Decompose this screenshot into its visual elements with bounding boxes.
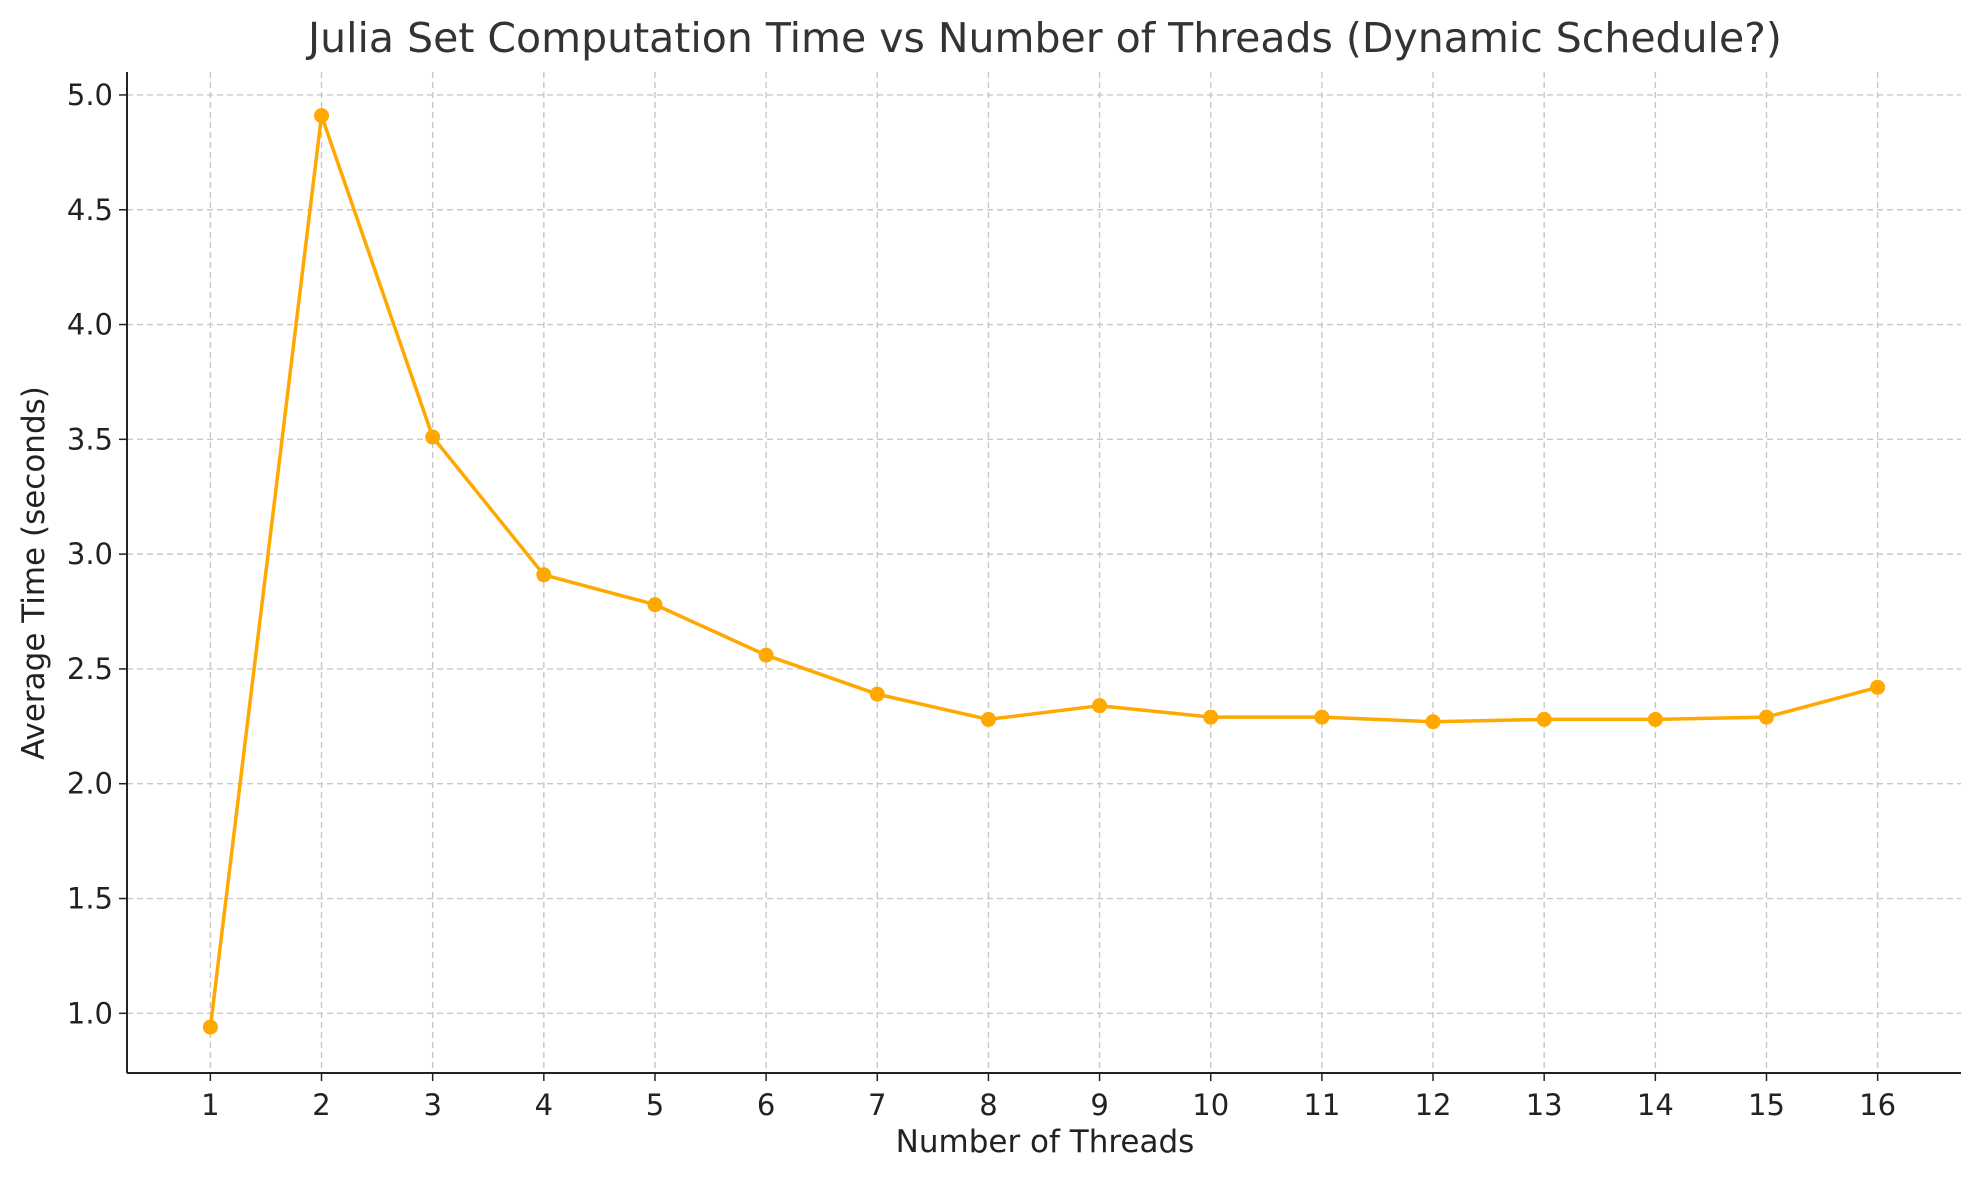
x-tick-label: 6 xyxy=(757,1088,775,1122)
x-tick-label: 7 xyxy=(868,1088,886,1122)
x-tick-label: 11 xyxy=(1303,1088,1340,1122)
y-tick-label: 5.0 xyxy=(67,78,113,112)
axes xyxy=(119,72,1961,1081)
x-tick-label: 10 xyxy=(1192,1088,1229,1122)
x-tick-label: 1 xyxy=(201,1088,219,1122)
data-point xyxy=(980,711,996,727)
data-point xyxy=(536,567,552,583)
data-point xyxy=(202,1019,218,1035)
data-point xyxy=(1758,709,1774,725)
chart-title: Julia Set Computation Time vs Number of … xyxy=(305,14,1782,62)
x-tick-label: 13 xyxy=(1526,1088,1563,1122)
y-tick-label: 1.5 xyxy=(67,882,113,916)
x-tick-label: 5 xyxy=(646,1088,664,1122)
y-tick-label: 4.5 xyxy=(67,193,113,227)
data-point xyxy=(869,686,885,702)
x-tick-label: 4 xyxy=(535,1088,553,1122)
data-point xyxy=(425,429,441,445)
y-tick-label: 2.5 xyxy=(67,652,113,686)
series-group xyxy=(202,108,1886,1035)
data-point xyxy=(758,647,774,663)
y-tick-label: 4.0 xyxy=(67,308,113,342)
series-line xyxy=(208,113,1879,1028)
y-tick-label: 3.0 xyxy=(67,537,113,571)
y-tick-label: 3.5 xyxy=(67,422,113,456)
data-point xyxy=(1314,709,1330,725)
data-point xyxy=(1647,711,1663,727)
x-tick-label: 16 xyxy=(1859,1088,1896,1122)
data-point xyxy=(1092,698,1108,714)
x-tick-label: 8 xyxy=(979,1088,997,1122)
x-tick-label: 15 xyxy=(1748,1088,1785,1122)
data-point xyxy=(1203,709,1219,725)
x-tick-label: 2 xyxy=(312,1088,330,1122)
data-point xyxy=(647,597,663,613)
x-tick-label: 14 xyxy=(1637,1088,1674,1122)
x-tick-label: 3 xyxy=(423,1088,441,1122)
x-axis-label: Number of Threads xyxy=(896,1124,1195,1160)
x-tick-label: 9 xyxy=(1090,1088,1108,1122)
tick-labels: 1 2 3 4 5 6 7 8 9 10 11 12 13 14 15 161.01.52.02.53.03.… xyxy=(67,78,1896,1122)
y-tick-label: 1.0 xyxy=(67,996,113,1030)
y-axis-label: Average Time (seconds) xyxy=(16,386,52,760)
data-point xyxy=(314,108,330,124)
y-tick-label: 2.0 xyxy=(67,767,113,801)
x-tick-label: 12 xyxy=(1415,1088,1452,1122)
gridlines xyxy=(127,72,1961,1073)
data-point xyxy=(1536,711,1552,727)
data-point xyxy=(1425,714,1441,730)
data-point xyxy=(1870,679,1886,695)
